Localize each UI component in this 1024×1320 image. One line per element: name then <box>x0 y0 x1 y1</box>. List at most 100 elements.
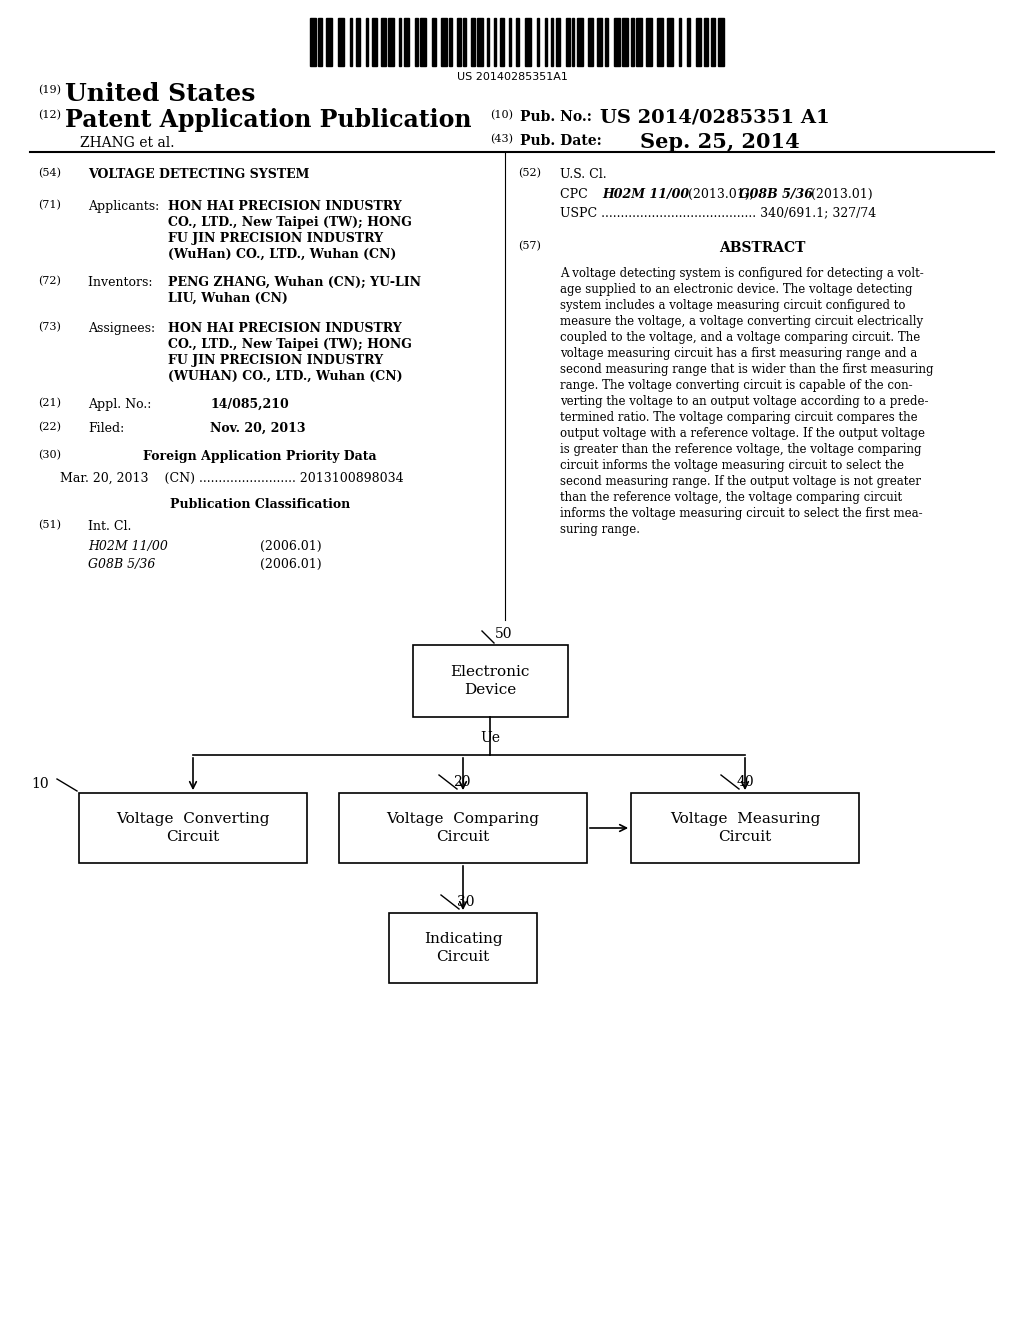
Bar <box>416 18 418 66</box>
Text: (73): (73) <box>38 322 60 333</box>
Text: coupled to the voltage, and a voltage comparing circuit. The: coupled to the voltage, and a voltage co… <box>560 331 921 345</box>
Text: (12): (12) <box>38 110 61 120</box>
Text: Pub. Date:: Pub. Date: <box>520 135 602 148</box>
Text: CO., LTD., New Taipei (TW); HONG: CO., LTD., New Taipei (TW); HONG <box>168 338 412 351</box>
Bar <box>687 18 690 66</box>
Bar <box>403 18 410 66</box>
Text: (43): (43) <box>490 135 513 144</box>
Bar <box>605 18 608 66</box>
Text: FU JIN PRECISION INDUSTRY: FU JIN PRECISION INDUSTRY <box>168 232 383 246</box>
Text: Publication Classification: Publication Classification <box>170 498 350 511</box>
Text: Int. Cl.: Int. Cl. <box>88 520 131 533</box>
Bar <box>657 18 664 66</box>
Bar <box>566 18 569 66</box>
Text: (19): (19) <box>38 84 61 95</box>
Text: (30): (30) <box>38 450 61 461</box>
Bar <box>471 18 475 66</box>
Text: (22): (22) <box>38 422 61 433</box>
Bar <box>389 913 537 983</box>
Text: (2006.01): (2006.01) <box>260 558 322 572</box>
Text: Voltage  Converting
Circuit: Voltage Converting Circuit <box>117 812 269 845</box>
Text: Inventors:: Inventors: <box>88 276 161 289</box>
Bar <box>458 18 461 66</box>
Text: Pub. No.:: Pub. No.: <box>520 110 592 124</box>
Text: LIU, Wuhan (CN): LIU, Wuhan (CN) <box>168 292 288 305</box>
Bar <box>631 793 859 863</box>
Text: 20: 20 <box>453 775 470 789</box>
Bar <box>551 18 553 66</box>
Text: system includes a voltage measuring circuit configured to: system includes a voltage measuring circ… <box>560 300 905 312</box>
Text: Assignees:: Assignees: <box>88 322 155 335</box>
Text: Applicants:: Applicants: <box>88 201 160 213</box>
Bar <box>399 18 401 66</box>
Text: suring range.: suring range. <box>560 523 640 536</box>
Text: output voltage with a reference voltage. If the output voltage: output voltage with a reference voltage.… <box>560 426 925 440</box>
Bar <box>477 18 483 66</box>
Bar <box>589 18 593 66</box>
Bar <box>577 18 583 66</box>
Bar <box>79 793 307 863</box>
Bar <box>525 18 531 66</box>
Text: age supplied to an electronic device. The voltage detecting: age supplied to an electronic device. Th… <box>560 282 912 296</box>
Text: Nov. 20, 2013: Nov. 20, 2013 <box>210 422 305 436</box>
Text: H02M 11/00: H02M 11/00 <box>88 540 168 553</box>
Text: FU JIN PRECISION INDUSTRY: FU JIN PRECISION INDUSTRY <box>168 354 383 367</box>
Text: (10): (10) <box>490 110 513 120</box>
Text: A voltage detecting system is configured for detecting a volt-: A voltage detecting system is configured… <box>560 267 924 280</box>
Text: Appl. No.:: Appl. No.: <box>88 399 152 411</box>
Bar <box>667 18 673 66</box>
Text: (71): (71) <box>38 201 60 210</box>
Text: (2006.01): (2006.01) <box>260 540 322 553</box>
Bar <box>556 18 560 66</box>
Bar <box>646 18 651 66</box>
Text: HON HAI PRECISION INDUSTRY: HON HAI PRECISION INDUSTRY <box>168 201 401 213</box>
Bar <box>432 18 436 66</box>
Text: Sep. 25, 2014: Sep. 25, 2014 <box>640 132 800 152</box>
Bar <box>441 18 446 66</box>
Bar <box>494 18 496 66</box>
Text: (2013.01);: (2013.01); <box>684 187 758 201</box>
Bar <box>367 18 369 66</box>
Text: verting the voltage to an output voltage according to a prede-: verting the voltage to an output voltage… <box>560 395 929 408</box>
Text: H02M 11/00: H02M 11/00 <box>602 187 689 201</box>
Bar <box>327 18 332 66</box>
Bar <box>355 18 360 66</box>
Text: measure the voltage, a voltage converting circuit electrically: measure the voltage, a voltage convertin… <box>560 315 923 327</box>
Bar <box>623 18 628 66</box>
Bar <box>572 18 574 66</box>
Bar <box>350 18 352 66</box>
Text: VOLTAGE DETECTING SYSTEM: VOLTAGE DETECTING SYSTEM <box>88 168 309 181</box>
Bar <box>516 18 519 66</box>
Bar <box>712 18 715 66</box>
Text: Filed:: Filed: <box>88 422 124 436</box>
Text: Voltage  Measuring
Circuit: Voltage Measuring Circuit <box>670 812 820 845</box>
Text: range. The voltage converting circuit is capable of the con-: range. The voltage converting circuit is… <box>560 379 912 392</box>
Text: Patent Application Publication: Patent Application Publication <box>65 108 471 132</box>
Text: U.S. Cl.: U.S. Cl. <box>560 168 606 181</box>
Bar <box>381 18 386 66</box>
Bar <box>486 18 489 66</box>
Text: than the reference voltage, the voltage comparing circuit: than the reference voltage, the voltage … <box>560 491 902 504</box>
Text: G08B 5/36: G08B 5/36 <box>88 558 156 572</box>
Text: (72): (72) <box>38 276 60 286</box>
Bar <box>388 18 394 66</box>
Text: US 2014/0285351 A1: US 2014/0285351 A1 <box>600 108 829 125</box>
Text: Voltage  Comparing
Circuit: Voltage Comparing Circuit <box>386 812 540 845</box>
Bar <box>372 18 377 66</box>
Bar <box>696 18 700 66</box>
Text: termined ratio. The voltage comparing circuit compares the: termined ratio. The voltage comparing ci… <box>560 411 918 424</box>
Bar <box>318 18 322 66</box>
Text: USPC ........................................ 340/691.1; 327/74: USPC ...................................… <box>560 206 877 219</box>
Text: is greater than the reference voltage, the voltage comparing: is greater than the reference voltage, t… <box>560 444 922 455</box>
Bar <box>631 18 634 66</box>
Bar <box>420 18 426 66</box>
Text: United States: United States <box>65 82 255 106</box>
Text: circuit informs the voltage measuring circuit to select the: circuit informs the voltage measuring ci… <box>560 459 904 473</box>
Text: 30: 30 <box>457 895 474 909</box>
Text: (52): (52) <box>518 168 541 178</box>
Text: (WUHAN) CO., LTD., Wuhan (CN): (WUHAN) CO., LTD., Wuhan (CN) <box>168 370 402 383</box>
Text: 40: 40 <box>737 775 755 789</box>
Text: informs the voltage measuring circuit to select the first mea-: informs the voltage measuring circuit to… <box>560 507 923 520</box>
Text: (WuHan) CO., LTD., Wuhan (CN): (WuHan) CO., LTD., Wuhan (CN) <box>168 248 396 261</box>
Bar <box>537 18 540 66</box>
